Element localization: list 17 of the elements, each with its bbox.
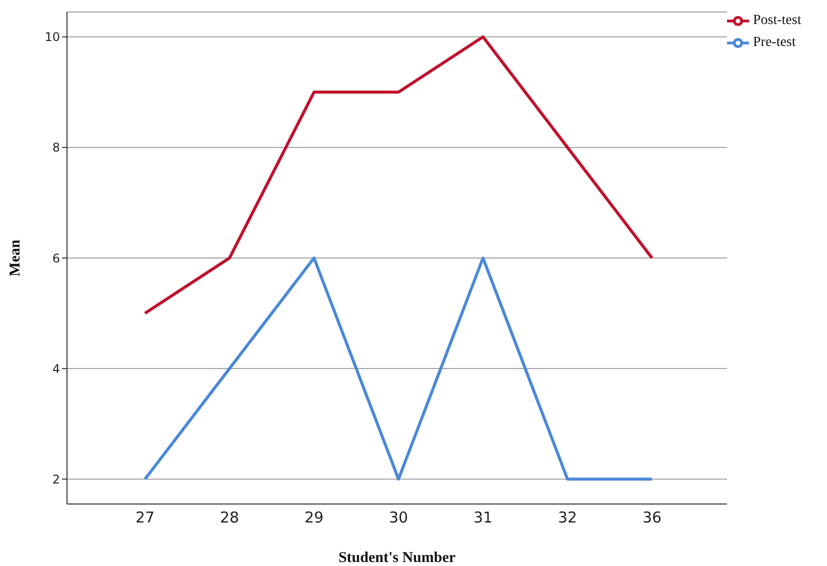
- line-series: [144, 35, 654, 315]
- x-tick-label: 36: [642, 508, 662, 527]
- x-tick-label: 31: [473, 508, 493, 527]
- x-tick-label: 27: [135, 508, 155, 527]
- y-tick-label: 2: [52, 472, 60, 486]
- x-tick-label: 32: [558, 508, 578, 527]
- x-tick-label: 30: [388, 508, 408, 527]
- y-tick-label: 10: [44, 30, 60, 44]
- y-axis-title: Mean: [7, 239, 24, 276]
- x-tick-label: 29: [304, 508, 324, 527]
- legend-label: Post-test: [753, 13, 802, 28]
- y-tick-label: 6: [52, 251, 60, 266]
- y-tick-label: 4: [52, 362, 60, 376]
- x-tick-label: 28: [220, 508, 240, 527]
- x-axis-title: Student's Number: [338, 550, 456, 566]
- y-tick-label: 8: [52, 140, 60, 155]
- legend-label: Pre-test: [753, 35, 796, 50]
